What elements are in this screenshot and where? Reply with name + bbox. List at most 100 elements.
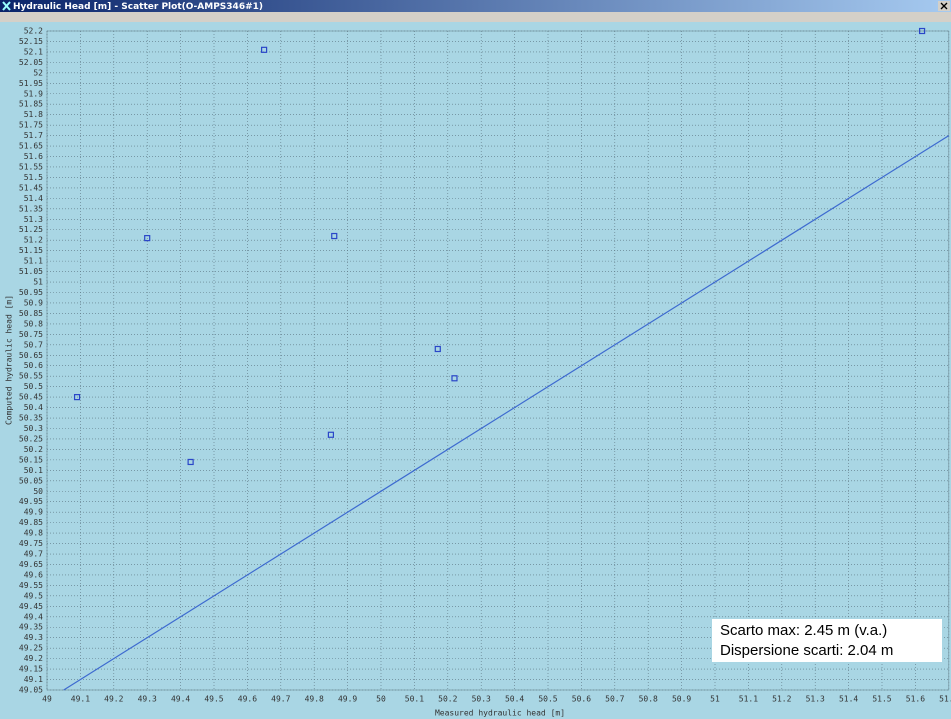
y-tick-label: 51.4 [24,194,43,203]
close-button[interactable] [938,1,950,11]
x-tick-label: 49.3 [138,695,157,704]
y-axis-label: Computed hydraulic head [m] [5,295,14,425]
y-tick-label: 52.1 [24,47,43,56]
scatter-point [451,375,458,382]
y-tick-label: 50.8 [24,319,43,328]
reference-line [63,135,950,691]
y-tick-label: 51.6 [24,152,43,161]
x-tick-label: 50 [376,695,386,704]
y-tick-label: 51.8 [24,110,43,119]
title-bar [0,0,951,12]
x-tick-label: 49.8 [305,695,324,704]
x-tick-label: 49.6 [238,695,257,704]
y-tick-label: 51.1 [24,257,43,266]
y-tick-label: 50.95 [19,288,43,297]
y-tick-label: 51 [33,278,43,287]
y-tick-label: 50.6 [24,361,43,370]
y-tick-label: 50.55 [19,372,43,381]
y-tick-label: 50.7 [24,340,43,349]
x-tick-label: 50.3 [472,695,491,704]
plot-area [46,30,950,691]
y-tick-label: 50.4 [24,403,43,412]
y-tick-label: 51.65 [19,142,43,151]
y-tick-label: 51.15 [19,246,43,255]
scatter-point [331,232,338,240]
y-tick-label: 51.05 [19,267,43,276]
y-tick-label: 49.3 [24,633,43,642]
x-tick-label: 51.4 [839,695,858,704]
annotation: Dispersione scarti: 2.04 m [720,642,893,659]
window-icon [2,1,11,11]
y-tick-label: 50.05 [19,476,43,485]
y-tick-label: 49.05 [19,686,43,695]
x-tick-label: 50.1 [405,695,424,704]
y-tick-label: 51.95 [19,79,43,88]
y-tick-label: 49.8 [24,529,43,538]
y-tick-label: 51.3 [24,215,43,224]
y-tick-label: 51.85 [19,100,43,109]
y-tick-label: 50.2 [24,445,43,454]
window-title: Hydraulic Head [m] - Scatter Plot(O-AMPS… [13,2,263,12]
x-tick-label: 51.2 [772,695,791,704]
y-tick-label: 52.2 [24,27,43,36]
x-tick-label: 50.4 [505,695,524,704]
y-tick-label: 49.1 [24,675,43,684]
y-tick-label: 49.65 [19,560,43,569]
y-tick-label: 51.2 [24,236,43,245]
x-tick-label: 51.1 [739,695,758,704]
y-tick-label: 50.25 [19,434,43,443]
y-tick-label: 49.95 [19,497,43,506]
y-tick-label: 50.45 [19,393,43,402]
y-tick-label: 50.9 [24,298,43,307]
x-tick-label: 49.2 [104,695,123,704]
x-tick-label: 51.7 [939,695,951,704]
y-tick-label: 49.9 [24,508,43,517]
y-tick-label: 51.5 [24,173,43,182]
x-tick-label: 50.2 [438,695,457,704]
x-tick-label: 51.5 [872,695,891,704]
x-tick-label: 49.9 [338,695,357,704]
scatter-point [187,458,194,466]
x-tick-label: 50.8 [639,695,658,704]
y-tick-label: 49.85 [19,518,43,527]
x-tick-label: 50.9 [672,695,691,704]
y-tick-label: 49.75 [19,539,43,548]
y-tick-label: 49.2 [24,654,43,663]
x-axis-label: Measured hydraulic head [m] [435,709,565,718]
scatter-point [434,345,441,353]
y-tick-label: 50.1 [24,466,43,475]
x-tick-label: 50.5 [538,695,557,704]
y-tick-label: 51.75 [19,121,43,130]
y-tick-label: 49.45 [19,602,43,611]
x-tick-label: 51.3 [806,695,825,704]
y-tick-label: 50.5 [24,382,43,391]
y-tick-label: 52 [33,68,43,77]
scatter-point [327,431,334,438]
y-tick-label: 50.15 [19,455,43,464]
y-tick-label: 49.5 [24,591,43,600]
y-tick-label: 50 [33,487,43,496]
y-tick-label: 51.35 [19,204,43,213]
x-tick-label: 49.4 [171,695,190,704]
x-tick-label: 49.7 [271,695,290,704]
x-tick-label: 49.1 [71,695,90,704]
y-tick-label: 50.75 [19,330,43,339]
x-tick-label: 49.5 [204,695,223,704]
y-tick-label: 49.6 [24,570,43,579]
y-tick-label: 49.7 [24,550,43,559]
scatter-point [73,394,81,401]
x-tick-label: 49 [42,695,52,704]
y-tick-label: 50.85 [19,309,43,318]
scatter-point [918,27,926,35]
y-tick-label: 49.15 [19,665,43,674]
y-tick-label: 51.7 [24,131,43,140]
x-tick-label: 51 [710,695,720,704]
y-tick-label: 50.35 [19,414,43,423]
annotation-box [712,619,942,662]
y-tick-label: 49.25 [19,644,43,653]
y-tick-label: 51.9 [24,89,43,98]
x-tick-label: 50.6 [572,695,591,704]
y-tick-label: 50.3 [24,424,43,433]
